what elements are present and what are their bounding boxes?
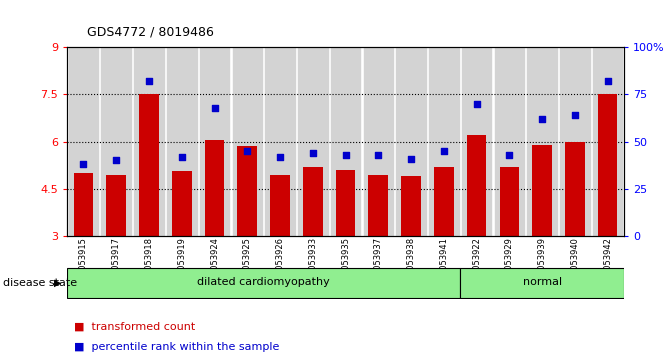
Point	[242, 148, 253, 154]
Point	[78, 161, 89, 167]
Bar	[565, 142, 584, 236]
Point	[307, 150, 318, 156]
Point	[274, 154, 285, 160]
Text: ▶: ▶	[54, 278, 62, 288]
Bar	[303, 167, 323, 236]
Bar	[532, 145, 552, 236]
Point	[340, 152, 351, 158]
Point	[471, 101, 482, 107]
Text: GDS4772 / 8019486: GDS4772 / 8019486	[87, 25, 214, 38]
Bar	[233, 47, 262, 236]
Bar	[200, 47, 229, 236]
Bar	[467, 135, 486, 236]
Bar	[368, 175, 388, 236]
Bar	[265, 47, 295, 236]
Bar	[205, 140, 224, 236]
Bar	[434, 167, 454, 236]
Bar	[74, 173, 93, 236]
Point	[111, 158, 121, 163]
Bar	[139, 94, 159, 236]
Bar	[495, 47, 524, 236]
Bar	[298, 47, 327, 236]
Bar	[364, 47, 393, 236]
Bar	[527, 47, 557, 236]
Point	[176, 154, 187, 160]
Point	[144, 78, 154, 84]
Point	[406, 156, 417, 162]
Point	[209, 105, 220, 110]
FancyBboxPatch shape	[67, 269, 460, 298]
Bar	[593, 47, 623, 236]
Bar	[429, 47, 458, 236]
Bar	[560, 47, 590, 236]
Point	[537, 116, 548, 122]
Point	[504, 152, 515, 158]
Point	[438, 148, 449, 154]
Text: disease state: disease state	[3, 278, 77, 288]
Bar	[331, 47, 360, 236]
Bar	[68, 47, 98, 236]
Point	[373, 152, 384, 158]
Bar	[401, 176, 421, 236]
Bar	[499, 167, 519, 236]
Bar	[336, 170, 356, 236]
Bar	[598, 94, 617, 236]
Bar	[270, 175, 290, 236]
Text: ■  percentile rank within the sample: ■ percentile rank within the sample	[74, 342, 279, 352]
Point	[570, 112, 580, 118]
Text: normal: normal	[523, 277, 562, 287]
Point	[603, 78, 613, 84]
Bar	[172, 171, 192, 236]
Bar	[167, 47, 197, 236]
Text: ■  transformed count: ■ transformed count	[74, 322, 195, 332]
Bar	[107, 175, 126, 236]
Text: dilated cardiomyopathy: dilated cardiomyopathy	[197, 277, 330, 287]
Bar	[101, 47, 131, 236]
FancyBboxPatch shape	[460, 269, 624, 298]
Bar	[397, 47, 426, 236]
Bar	[134, 47, 164, 236]
Bar	[238, 146, 257, 236]
Bar	[462, 47, 491, 236]
